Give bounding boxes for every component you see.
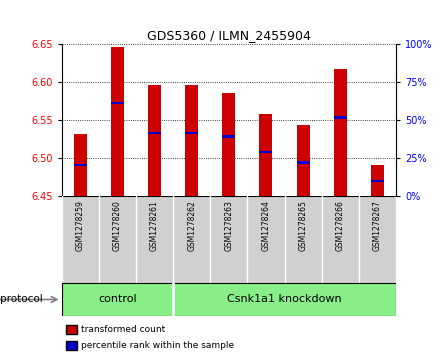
Text: percentile rank within the sample: percentile rank within the sample	[81, 341, 235, 350]
Bar	[334, 117, 347, 119]
Text: GSM1278266: GSM1278266	[336, 200, 345, 251]
Bar	[334, 69, 347, 196]
Title: GDS5360 / ILMN_2455904: GDS5360 / ILMN_2455904	[147, 29, 311, 42]
Bar	[260, 114, 272, 196]
Text: GSM1278259: GSM1278259	[76, 200, 84, 251]
Text: GSM1278265: GSM1278265	[299, 200, 308, 251]
Text: protocol: protocol	[0, 294, 43, 305]
Text: GSM1278260: GSM1278260	[113, 200, 122, 251]
Bar	[371, 180, 384, 182]
Bar	[185, 132, 198, 134]
Text: GSM1278262: GSM1278262	[187, 200, 196, 251]
Bar	[260, 151, 272, 153]
Bar	[371, 165, 384, 196]
Bar	[222, 93, 235, 196]
Text: GSM1278264: GSM1278264	[261, 200, 271, 251]
Bar	[73, 164, 87, 166]
Bar	[73, 134, 87, 196]
Text: GSM1278261: GSM1278261	[150, 200, 159, 251]
Bar	[148, 86, 161, 196]
Bar	[297, 161, 310, 164]
Text: Csnk1a1 knockdown: Csnk1a1 knockdown	[227, 294, 342, 305]
Text: control: control	[98, 294, 137, 305]
Bar	[111, 48, 124, 196]
Text: GSM1278267: GSM1278267	[373, 200, 382, 251]
Text: GSM1278263: GSM1278263	[224, 200, 233, 251]
Text: transformed count: transformed count	[81, 325, 165, 334]
Bar	[297, 125, 310, 196]
Bar	[185, 86, 198, 196]
Bar	[148, 132, 161, 134]
Bar	[111, 102, 124, 104]
Bar	[222, 135, 235, 138]
